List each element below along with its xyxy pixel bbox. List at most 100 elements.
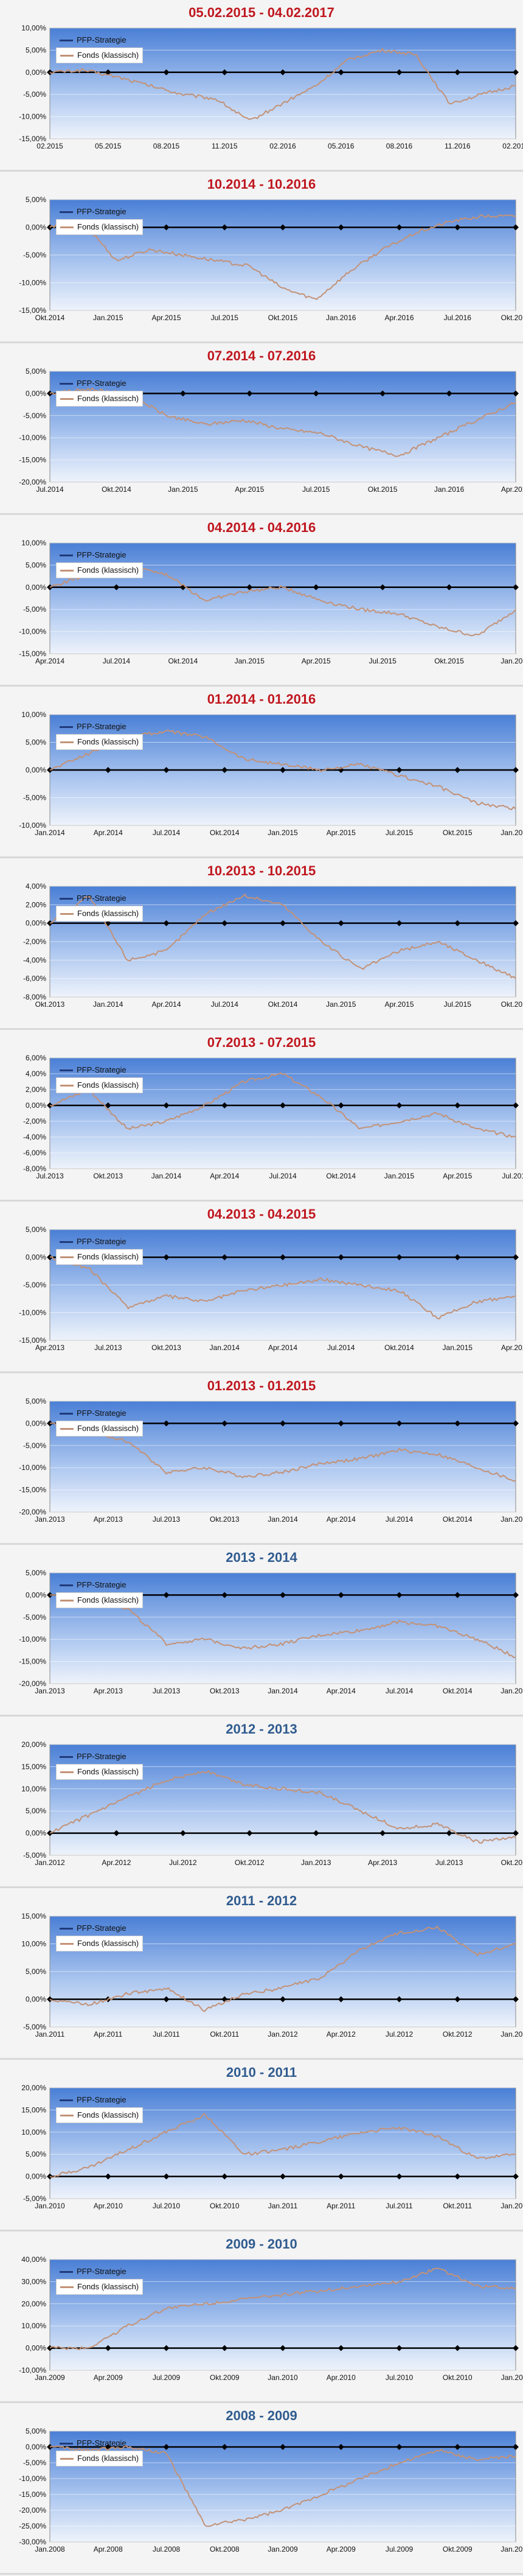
strategie-marker [163, 767, 170, 773]
legend-label: PFP-Strategie [77, 1923, 126, 1933]
x-tick-label: 02.2015 [36, 142, 63, 150]
legend: PFP-Strategie Fonds (klassisch) [56, 2264, 144, 2295]
y-tick-label: -4,00% [23, 1133, 46, 1141]
x-tick-label: Jul.2013 [435, 1858, 463, 1867]
x-tick-label: Apr.2014 [35, 657, 64, 665]
strategie-marker [513, 69, 519, 75]
strategie-marker [396, 1102, 403, 1108]
x-tick-label: Jul.2016 [444, 313, 472, 322]
legend-item-fonds: Fonds (klassisch) [56, 219, 144, 235]
x-tick-label: Apr.2009 [94, 2373, 123, 2382]
strategie-marker [221, 2444, 228, 2450]
y-tick-label: -20,00% [19, 1679, 46, 1688]
y-tick-label: 0,00% [26, 1591, 46, 1599]
y-tick-label: -10,00% [19, 113, 46, 121]
y-tick-label: -5,00% [23, 1851, 46, 1860]
y-tick-label: -8,00% [23, 1164, 46, 1173]
y-tick-label: 0,00% [26, 2443, 46, 2451]
strategie-marker [338, 224, 344, 231]
strategie-marker [163, 1102, 170, 1108]
strategie-marker [513, 2444, 519, 2450]
x-tick-label: Jan.2015 [443, 1343, 473, 1352]
legend: PFP-Strategie Fonds (klassisch) [56, 891, 144, 922]
chart-panel: 2010 - 2011 20,00% 15,00% 10,00% 5,00% 0,00% -… [0, 2060, 523, 2231]
x-tick-label: Okt.2009 [443, 2545, 473, 2553]
legend: PFP-Strategie Fonds (klassisch) [56, 1578, 144, 1608]
x-tick-label: Jul.2015 [302, 485, 330, 494]
x-tick-label: Jan.2014 [151, 1172, 182, 1180]
fonds-series-line [49, 47, 516, 121]
x-tick-label: Apr.2015 [443, 1172, 472, 1180]
y-tick-label: -15,00% [19, 456, 46, 464]
x-tick-label: Apr.2012 [102, 1858, 131, 1867]
y-tick-label: 0,00% [26, 2344, 46, 2353]
legend-label: PFP-Strategie [77, 722, 126, 731]
legend-label: PFP-Strategie [77, 2438, 126, 2448]
chart-panel: 07.2013 - 07.2015 6,00% 4,00% 2,00% 0,00% -2,… [0, 1030, 523, 1202]
legend-swatch [60, 1927, 73, 1930]
x-tick-label: Apr.2013 [368, 1858, 397, 1867]
x-tick-label: Jan.2012 [500, 2202, 523, 2210]
fonds-series-line [49, 1422, 516, 1482]
x-tick-label: Jan.2014 [210, 1343, 240, 1352]
y-tick-label: 5,00% [26, 1226, 46, 1234]
legend-swatch [60, 1942, 74, 1945]
y-tick-label: -5,00% [23, 2023, 46, 2031]
y-tick-label: -5,00% [23, 90, 46, 99]
legend-swatch [60, 1256, 74, 1258]
legend-label: PFP-Strategie [77, 1409, 126, 1418]
x-tick-label: 02.2016 [269, 142, 296, 150]
strategie-marker [454, 1102, 461, 1108]
x-tick-label: Jan.2008 [35, 2545, 65, 2553]
x-tick-label: Jan.2015 [168, 485, 198, 494]
strategie-marker [338, 2444, 344, 2450]
plot-area [49, 2087, 516, 2199]
x-tick-label: Jan.2015 [93, 313, 123, 322]
chart-svg: 10,00%5,00%0,00%-5,00%-10,00%-15,00%Apr.… [19, 539, 523, 665]
x-tick-label: Jan.2013 [35, 1687, 65, 1695]
y-tick-label: 0,00% [26, 223, 46, 232]
legend-label: PFP-Strategie [77, 2267, 126, 2276]
strategie-marker [163, 2444, 170, 2450]
chart-svg: 5,00% 0,00% -5,00% -10,00% -15,00%Okt.2014 Ja… [19, 196, 523, 322]
legend-swatch [60, 2114, 74, 2116]
y-tick-label: 20,00% [21, 2300, 46, 2308]
strategie-marker [105, 1102, 111, 1108]
fonds-series-line [49, 1072, 516, 1138]
legend-item-strategie: PFP-Strategie [56, 1234, 143, 1249]
fonds-series-line [49, 1256, 516, 1320]
legend-item-strategie: PFP-Strategie [56, 2436, 143, 2451]
x-tick-label: Okt.2014 [443, 1515, 473, 1524]
chart-title: 10.2013 - 10.2015 [207, 863, 316, 878]
x-tick-label: Apr.2013 [94, 1515, 123, 1524]
x-tick-label: Jan.2012 [35, 1858, 65, 1867]
y-tick-label: 20,00% [21, 2084, 46, 2092]
x-tick-label: Apr.2011 [94, 2030, 122, 2039]
legend-item-fonds: Fonds (klassisch) [56, 1421, 144, 1437]
x-tick-label: Jul.2010 [386, 2373, 414, 2382]
chart-title: 10.2014 - 10.2016 [207, 177, 316, 192]
legend: PFP-Strategie Fonds (klassisch) [56, 33, 144, 63]
x-tick-label: Okt.2014 [326, 1172, 356, 1180]
x-tick-label: Apr.2015 [384, 1000, 414, 1009]
y-tick-label: -6,00% [23, 1149, 46, 1157]
x-tick-label: Jul.2014 [153, 828, 181, 837]
legend-item-fonds: Fonds (klassisch) [56, 562, 144, 578]
x-tick-label: Jan.2014 [268, 1687, 298, 1695]
y-tick-label: -15,00% [19, 1336, 46, 1345]
x-tick-label: Apr.2015 [302, 657, 331, 665]
y-tick-label: -30,00% [19, 2538, 46, 2546]
y-tick-label: -10,00% [19, 279, 46, 287]
x-tick-label: Okt.2014 [384, 1343, 414, 1352]
legend-swatch [60, 211, 73, 213]
x-tick-label: Apr.2010 [94, 2202, 123, 2210]
x-tick-label: Okt.2014 [210, 828, 240, 837]
y-tick-label: -10,00% [19, 628, 46, 636]
legend-label: Fonds (klassisch) [77, 1939, 139, 1948]
strategie-marker [513, 1102, 519, 1108]
x-tick-label: Okt.2015 [443, 828, 473, 837]
legend-swatch [60, 741, 74, 743]
legend-item-fonds: Fonds (klassisch) [56, 1936, 144, 1951]
x-tick-label: Okt.2009 [210, 2373, 240, 2382]
y-tick-label: -8,00% [23, 993, 46, 1001]
